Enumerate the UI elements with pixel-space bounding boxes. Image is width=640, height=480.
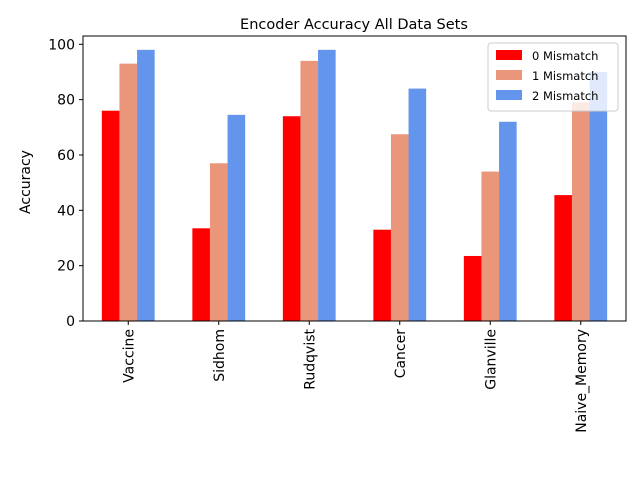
legend-label: 2 Mismatch (532, 89, 598, 103)
bar-2-mismatch (589, 71, 608, 321)
bar-0-mismatch (373, 229, 391, 321)
y-tick-label: 80 (57, 93, 75, 109)
legend-swatch (496, 90, 522, 100)
legend-swatch (496, 50, 522, 60)
bar-0-mismatch (463, 255, 482, 321)
bar-0-mismatch (554, 195, 572, 321)
legend-label: 0 Mismatch (532, 49, 598, 63)
y-tick-label: 40 (57, 203, 75, 219)
bar-1-mismatch (300, 60, 319, 321)
y-tick-label: 60 (57, 148, 75, 164)
chart-title: Encoder Accuracy All Data Sets (240, 17, 468, 33)
legend-swatch (496, 70, 522, 80)
legend-label: 1 Mismatch (532, 69, 598, 83)
bar-2-mismatch (227, 114, 246, 321)
x-tick-label: Naive_Memory (574, 329, 590, 433)
bar-0-mismatch (101, 110, 120, 321)
x-tick-label: Cancer (393, 329, 409, 379)
plot-frame (82, 35, 627, 322)
bar-2-mismatch (408, 88, 427, 321)
y-tick-label: 20 (57, 259, 75, 275)
y-axis: 0 20 40 60 80 100 (48, 37, 83, 330)
bar-1-mismatch (209, 163, 228, 321)
x-tick-label: Vaccine (121, 329, 137, 383)
bar-1-mismatch (119, 63, 138, 322)
legend: 0 Mismatch 1 Mismatch 2 Mismatch (487, 42, 619, 112)
bar-2-mismatch (137, 49, 155, 321)
x-tick-label: Sidhom (212, 329, 228, 382)
bar-0-mismatch (282, 116, 301, 321)
y-axis-label: Accuracy (18, 150, 34, 214)
y-tick-label: 100 (48, 37, 75, 53)
bar-0-mismatch (192, 228, 210, 321)
x-tick-label: Glanville (483, 329, 499, 390)
x-axis: Vaccine Sidhom Rudqvist Cancer Glanville Naiv… (121, 321, 590, 433)
bar-1-mismatch (571, 102, 590, 321)
bar-1-mismatch (390, 134, 409, 321)
bar-2-mismatch (499, 121, 517, 321)
bar-2-mismatch (318, 49, 336, 321)
bar-1-mismatch (481, 171, 500, 321)
bars-group (101, 49, 608, 322)
x-tick-label: Rudqvist (302, 328, 318, 389)
y-tick-label: 0 (66, 314, 75, 330)
